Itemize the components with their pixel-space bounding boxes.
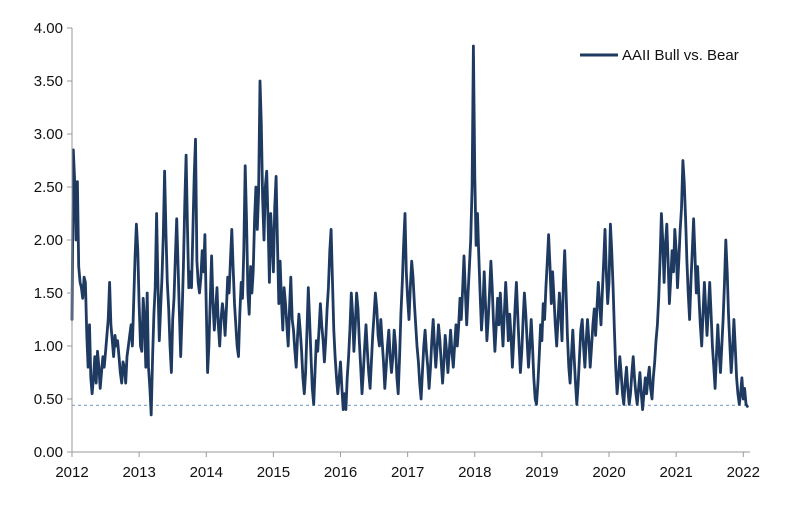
x-tick-label: 2012: [55, 464, 88, 481]
y-tick-label: 0.00: [34, 444, 63, 461]
series-line: [70, 44, 749, 417]
x-tick-layer: 2012 2013 2014 2015 2016 2017 2018 2019 2020 2021…: [55, 452, 760, 481]
x-tick-label: 2016: [324, 464, 357, 481]
legend: AAII Bull vs. Bear: [580, 47, 739, 64]
x-tick-label: 2013: [122, 464, 155, 481]
y-tick-label: 1.50: [34, 285, 63, 302]
x-tick-label: 2015: [257, 464, 290, 481]
y-tick-label: 3.50: [34, 73, 63, 90]
x-tick-label: 2021: [659, 464, 692, 481]
x-tick-label: 2022: [727, 464, 760, 481]
x-tick-label: 2014: [190, 464, 223, 481]
series-layer: [70, 44, 749, 417]
y-tick-label: 4.00: [34, 20, 63, 37]
y-tick-label: 2.50: [34, 179, 63, 196]
y-tick-label: 0.50: [34, 391, 63, 408]
x-tick-label: 2018: [458, 464, 491, 481]
x-tick-label: 2020: [592, 464, 625, 481]
y-tick-label: 1.00: [34, 338, 63, 355]
y-tick-label: 2.00: [34, 232, 63, 249]
y-tick-layer: 0.00 0.50 1.00 1.50 2.00 2.50 3.00 3.50 4.00: [34, 20, 72, 461]
legend-label: AAII Bull vs. Bear: [622, 47, 739, 64]
y-tick-label: 3.00: [34, 126, 63, 143]
x-tick-label: 2019: [525, 464, 558, 481]
x-tick-label: 2017: [391, 464, 424, 481]
